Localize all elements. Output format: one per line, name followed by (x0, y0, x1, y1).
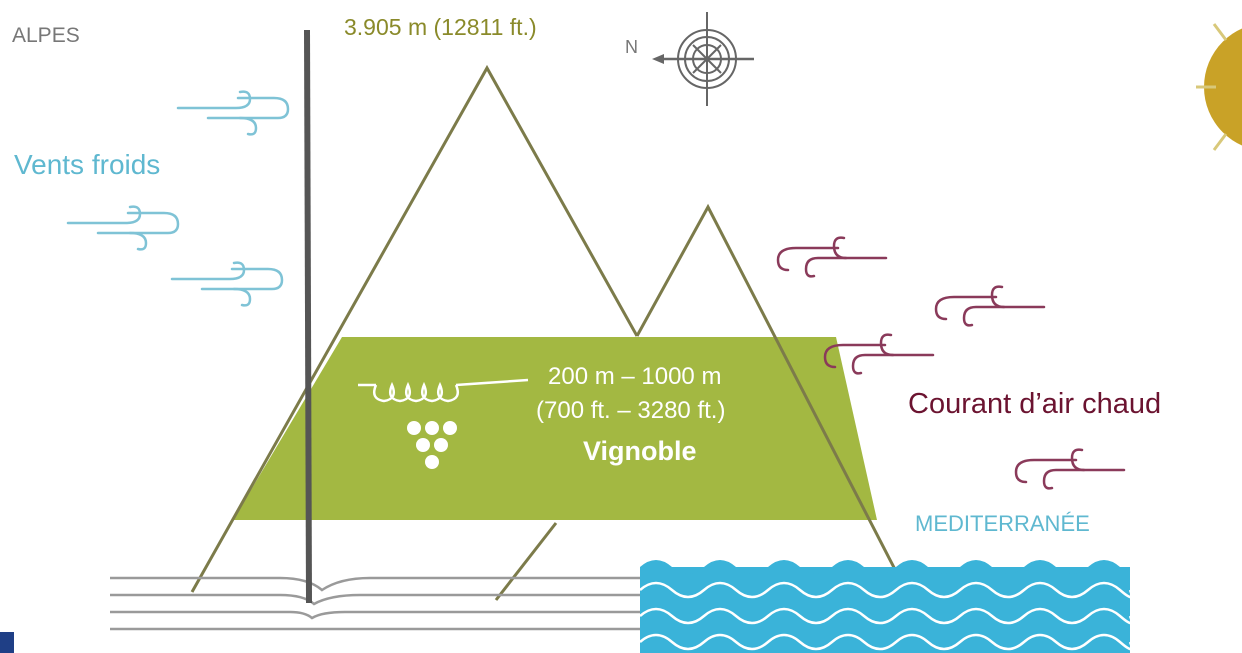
cold-wind-3 (172, 263, 282, 306)
peak-altitude-label: 3.905 m (12811 ft.) (344, 14, 537, 41)
alps-pole (307, 30, 309, 603)
warm-wind-2 (936, 287, 1044, 326)
cold-wind-1 (178, 92, 288, 135)
compass-icon (652, 12, 754, 106)
warm-current-label: Courant d’air chaud (908, 388, 1161, 421)
river-lines-icon (110, 578, 640, 629)
compass-north-label: N (625, 37, 638, 58)
vineyard-label: Vignoble (583, 436, 697, 467)
vineyard-altitude-meters: 200 m – 1000 m (548, 363, 721, 391)
warm-wind-4 (1016, 450, 1124, 489)
valley-line (496, 523, 556, 600)
alps-label: ALPES (12, 24, 80, 48)
sun-icon (1196, 23, 1242, 151)
sea-waves-icon (640, 560, 1132, 653)
cold-wind-2 (68, 207, 178, 250)
sea-label: MEDITERRANÉE (915, 511, 1090, 537)
mountain-outlines (192, 68, 903, 600)
cold-winds-label: Vents froids (14, 149, 160, 181)
corner-mark (0, 632, 14, 653)
cold-wind-icon (68, 92, 288, 306)
warm-wind-1 (778, 238, 886, 277)
vineyard-altitude-feet: (700 ft. – 3280 ft.) (536, 397, 725, 425)
